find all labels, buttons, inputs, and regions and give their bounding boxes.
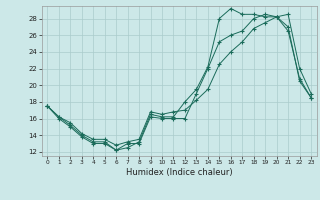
X-axis label: Humidex (Indice chaleur): Humidex (Indice chaleur): [126, 168, 233, 177]
